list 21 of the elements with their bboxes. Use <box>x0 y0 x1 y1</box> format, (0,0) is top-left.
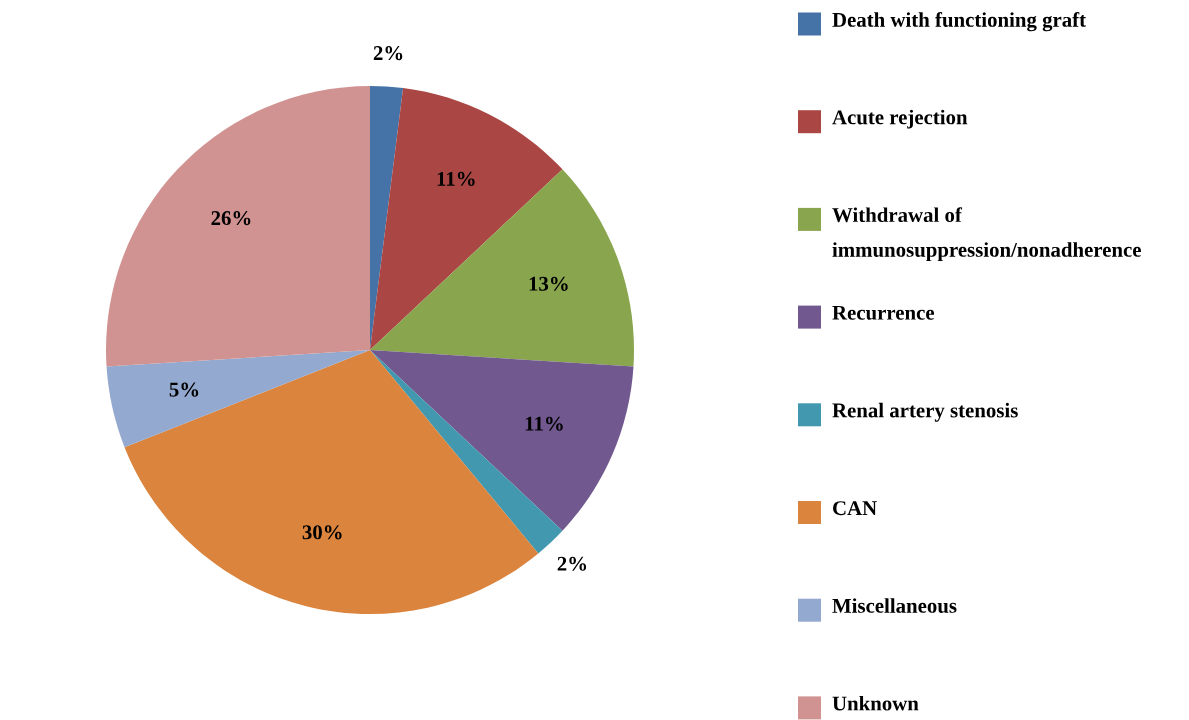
legend-label: Unknown <box>832 695 919 711</box>
data-label: 26% <box>211 211 251 226</box>
legend-label: Recurrence <box>832 305 935 320</box>
legend-label: Death with functioning graft <box>832 12 1086 32</box>
data-label: 11% <box>437 171 475 186</box>
legend-label: Miscellaneous <box>832 598 957 613</box>
pie-slice <box>106 86 370 367</box>
pie-slice <box>370 350 563 554</box>
pie-slice <box>370 169 634 367</box>
legend-label: Withdrawal of immunosuppression/nonadherence <box>832 207 1141 262</box>
data-label: 2% <box>373 46 403 61</box>
data-label: 30% <box>302 525 342 540</box>
pie-slice <box>370 350 634 531</box>
legend-label: Acute rejection <box>832 109 968 129</box>
data-label: 5% <box>169 382 199 397</box>
pie-slice <box>106 350 370 448</box>
data-label: 2% <box>557 556 587 571</box>
legend-label: Renal artery stenosis <box>832 402 1018 422</box>
data-label: 13% <box>529 276 568 291</box>
data-label: 11% <box>525 416 563 431</box>
legend-label: CAN <box>833 501 877 516</box>
